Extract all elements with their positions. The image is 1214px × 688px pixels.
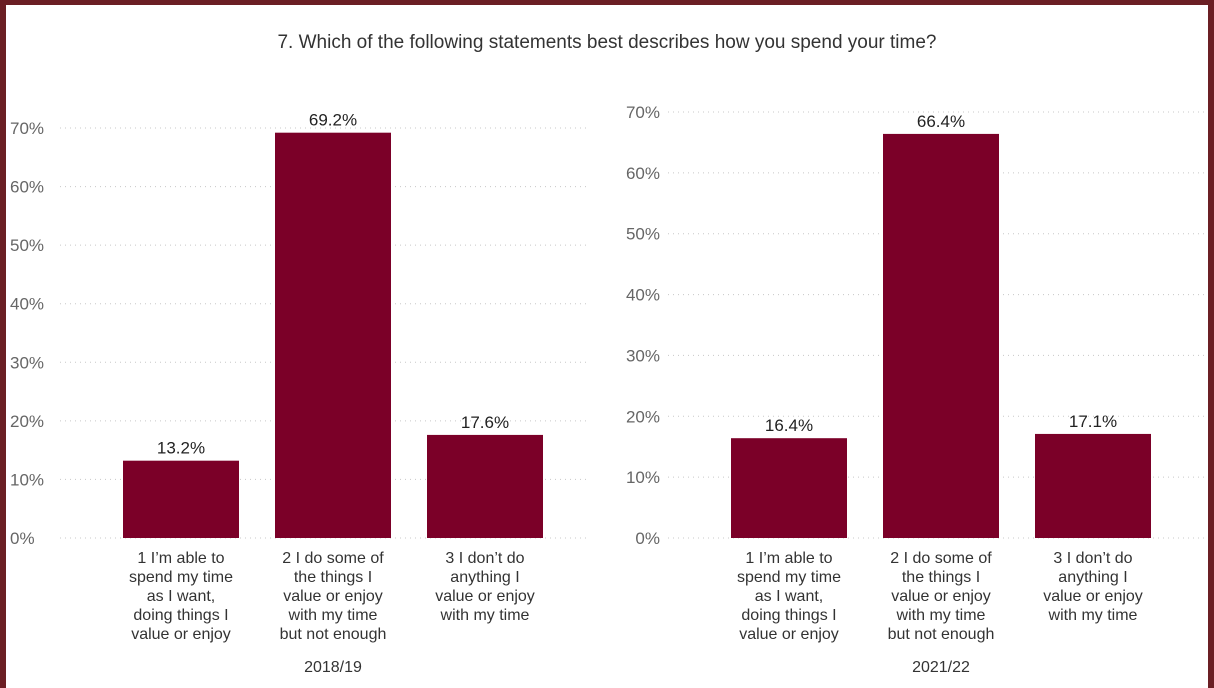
y-tick-label: 30%: [626, 346, 660, 365]
bar: [123, 460, 239, 538]
y-tick-label: 0%: [10, 529, 35, 548]
x-axis-label: 2021/22: [912, 659, 970, 676]
bar: [731, 438, 847, 538]
y-tick-label: 50%: [626, 225, 660, 244]
bar: [883, 133, 999, 538]
data-label: 69.2%: [309, 111, 357, 130]
y-tick-label: 70%: [10, 119, 44, 138]
data-label: 13.2%: [157, 439, 205, 458]
y-tick-label: 10%: [10, 470, 44, 489]
data-label: 16.4%: [765, 416, 813, 435]
data-label: 17.1%: [1069, 412, 1117, 431]
page-title: 7. Which of the following statements bes…: [277, 32, 937, 53]
y-tick-label: 30%: [10, 353, 44, 372]
y-tick-label: 50%: [10, 236, 44, 255]
y-tick-label: 10%: [626, 468, 660, 487]
y-tick-label: 70%: [626, 103, 660, 122]
y-tick-label: 40%: [10, 295, 44, 314]
y-tick-label: 60%: [10, 178, 44, 197]
bar: [275, 132, 391, 538]
data-label: 66.4%: [917, 112, 965, 131]
y-tick-label: 0%: [635, 529, 660, 548]
bar: [1035, 433, 1151, 538]
y-tick-label: 20%: [10, 412, 44, 431]
bar: [427, 434, 543, 538]
category-label: 1 I’m able to spend my time as I want, doin…: [737, 550, 841, 643]
category-label: 1 I’m able to spend my time as I want, doin…: [129, 550, 233, 643]
data-label: 17.6%: [461, 413, 509, 432]
y-tick-label: 20%: [626, 407, 660, 426]
y-tick-label: 40%: [626, 286, 660, 305]
x-axis-label: 2018/19: [304, 659, 362, 676]
y-tick-label: 60%: [626, 164, 660, 183]
